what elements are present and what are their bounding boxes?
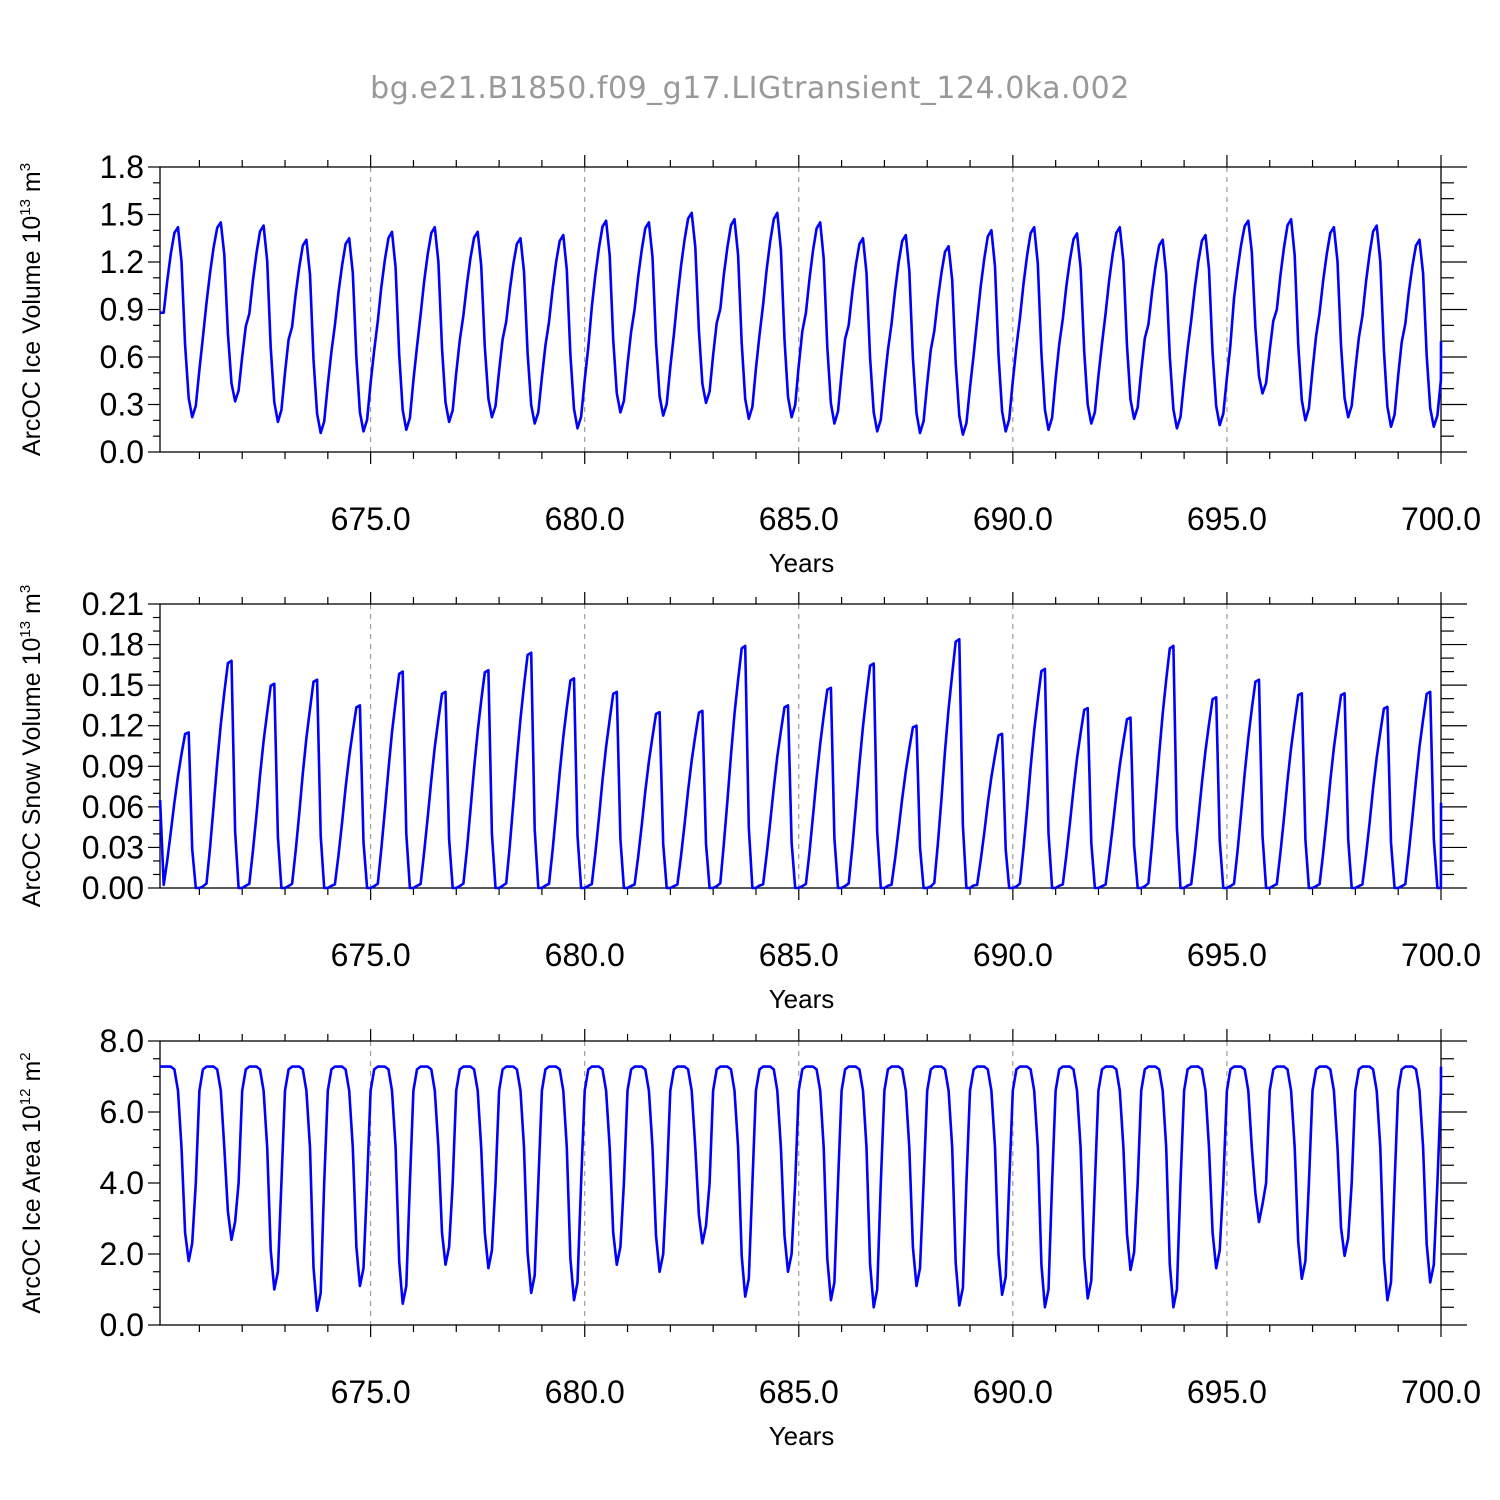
y-tick-label: 1.8 <box>100 149 144 185</box>
y-tick-label: 0.21 <box>82 586 144 622</box>
x-tick-label: 690.0 <box>973 501 1053 537</box>
x-tick-label: 700.0 <box>1401 937 1481 973</box>
x-tick-label: 690.0 <box>973 1374 1053 1410</box>
panels: 0.0 0.3 0.6 0.9 1.2 1.5 1.8 675.0 680.0 685.0 690.… <box>17 149 1481 1451</box>
panel-snow-volume: 0.00 0.03 0.06 0.09 0.12 0.15 0.18 0.21 675.0 680… <box>17 585 1481 1014</box>
x-tick-label: 695.0 <box>1187 937 1267 973</box>
x-tick-label: 700.0 <box>1401 501 1481 537</box>
y-tick-label: 1.2 <box>100 244 144 280</box>
x-tick-label: 690.0 <box>973 937 1053 973</box>
y-tick-label: 0.6 <box>100 339 144 375</box>
y-tick-label: 8.0 <box>100 1023 144 1059</box>
x-axis-label: Years <box>769 984 835 1014</box>
x-tick-label: 680.0 <box>545 501 625 537</box>
x-tick-label: 695.0 <box>1187 1374 1267 1410</box>
y-tick-label: 0.00 <box>82 870 144 906</box>
x-axis-label: Years <box>769 1421 835 1451</box>
y-tick-label: 0.12 <box>82 708 144 744</box>
x-tick-label: 675.0 <box>331 937 411 973</box>
y-tick-label: 4.0 <box>100 1165 144 1201</box>
chart-title: bg.e21.B1850.f09_g17.LIGtransient_124.0k… <box>370 71 1130 106</box>
y-tick-label: 0.15 <box>82 667 144 703</box>
plot-frame <box>159 166 1442 453</box>
x-tick-label: 680.0 <box>545 1374 625 1410</box>
y-tick-label: 0.3 <box>100 387 144 423</box>
y-tick-label: 2.0 <box>100 1236 144 1272</box>
x-tick-label: 685.0 <box>759 937 839 973</box>
series-line <box>160 1065 1443 1313</box>
y-tick-label: 0.06 <box>82 789 144 825</box>
y-tick-label: 0.09 <box>82 748 144 784</box>
x-tick-label: 695.0 <box>1187 501 1267 537</box>
plot-frame <box>159 603 1442 889</box>
y-tick-label: 0.0 <box>100 1307 144 1343</box>
y-tick-label: 0.18 <box>82 627 144 663</box>
x-tick-label: 685.0 <box>759 501 839 537</box>
y-tick-label: 0.0 <box>100 434 144 470</box>
x-tick-label: 675.0 <box>331 501 411 537</box>
y-tick-label: 1.5 <box>100 197 144 233</box>
series-line <box>158 637 1443 890</box>
x-tick-label: 685.0 <box>759 1374 839 1410</box>
x-tick-label: 680.0 <box>545 937 625 973</box>
y-axis-label: ArcOC Snow Volume 1013 m3 <box>17 585 46 907</box>
y-tick-label: 0.03 <box>82 829 144 865</box>
y-axis-label: ArcOC Ice Volume 1013 m3 <box>17 163 46 456</box>
y-tick-label: 0.9 <box>100 292 144 328</box>
y-tick-label: 6.0 <box>100 1094 144 1130</box>
panel-ice-area: 0.0 2.0 4.0 6.0 8.0 675.0 680.0 685.0 690.0 695.0… <box>17 1023 1481 1451</box>
y-axis-label: ArcOC Ice Area 1012 m2 <box>17 1052 46 1313</box>
panel-ice-volume: 0.0 0.3 0.6 0.9 1.2 1.5 1.8 675.0 680.0 685.0 690.… <box>17 149 1481 578</box>
x-tick-label: 675.0 <box>331 1374 411 1410</box>
x-tick-label: 700.0 <box>1401 1374 1481 1410</box>
x-axis-label: Years <box>769 548 835 578</box>
series-line <box>160 211 1443 436</box>
